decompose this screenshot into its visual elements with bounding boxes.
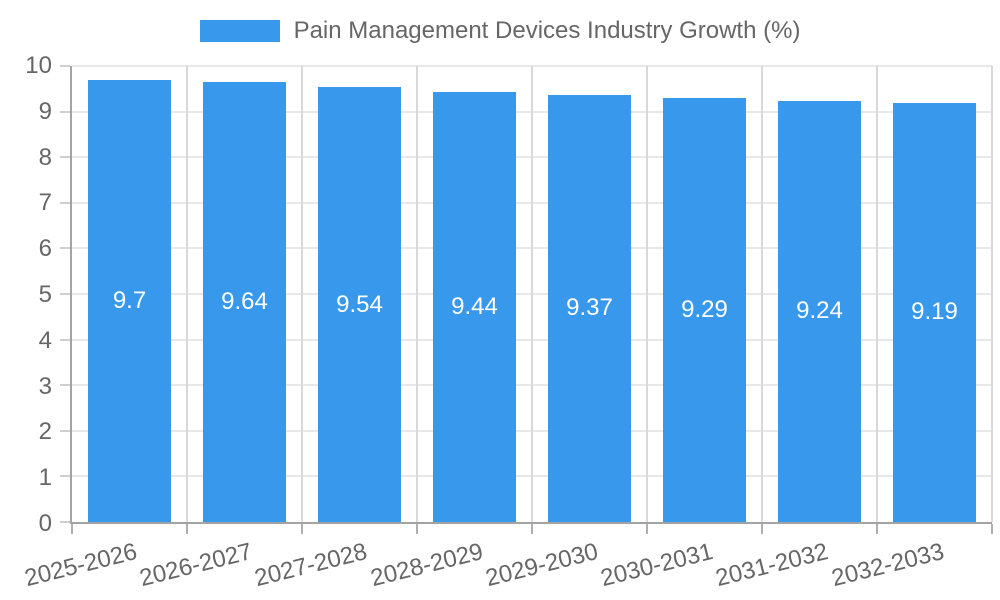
x-tick-mark bbox=[416, 524, 418, 534]
y-tick-mark bbox=[60, 110, 70, 113]
y-tick-label: 10 bbox=[25, 52, 52, 79]
x-tick-mark bbox=[876, 524, 878, 534]
bar bbox=[893, 102, 976, 522]
y-tick-label: 6 bbox=[38, 235, 52, 263]
legend-swatch-icon bbox=[199, 20, 280, 42]
y-tick-mark bbox=[60, 475, 70, 478]
x-axis-labels: 2025-2026 2026-2027 2027-2028 2028-2029 2029… bbox=[22, 538, 992, 600]
y-tick-label: 9 bbox=[38, 97, 52, 125]
x-tick-label: 2027-2028 bbox=[252, 538, 371, 593]
y-tick-mark bbox=[60, 338, 70, 341]
bar bbox=[88, 79, 171, 522]
y-tick-mark bbox=[60, 521, 70, 523]
x-tick-mark bbox=[531, 524, 533, 534]
x-gridline bbox=[301, 66, 303, 522]
bar bbox=[203, 82, 286, 522]
x-gridline bbox=[416, 66, 418, 522]
bar-value-label: 9.64 bbox=[221, 288, 268, 316]
x-tick-label: 2030-2031 bbox=[598, 538, 716, 593]
x-tick-mark bbox=[301, 524, 303, 534]
x-tick-label: 2031-2032 bbox=[713, 538, 832, 593]
x-gridline bbox=[186, 66, 188, 522]
bar-value-label: 9.44 bbox=[451, 292, 498, 320]
x-tick-label: 2029-2030 bbox=[482, 538, 601, 593]
y-tick-label: 8 bbox=[38, 143, 52, 171]
y-tick-label: 7 bbox=[38, 189, 52, 217]
bar bbox=[778, 100, 861, 522]
y-tick-mark bbox=[60, 65, 70, 67]
bar-value-label: 9.37 bbox=[566, 294, 613, 322]
y-tick-label: 4 bbox=[38, 326, 52, 354]
y-tick-label: 2 bbox=[38, 418, 52, 446]
x-gridline bbox=[876, 66, 878, 522]
y-tick-mark bbox=[60, 247, 70, 250]
x-gridline bbox=[991, 66, 993, 522]
y-axis-labels: 0 1 2 3 4 5 6 7 8 9 10 bbox=[0, 54, 52, 536]
bar bbox=[663, 98, 746, 522]
y-tick-mark bbox=[60, 384, 70, 387]
y-tick-mark bbox=[60, 429, 70, 432]
x-tick-label: 2025-2026 bbox=[21, 538, 140, 593]
legend-label: Pain Management Devices Industry Growth … bbox=[293, 16, 801, 44]
y-tick-mark bbox=[60, 156, 70, 159]
x-tick-label: 2032-2033 bbox=[828, 538, 947, 593]
bar bbox=[548, 94, 631, 522]
x-gridline bbox=[761, 66, 763, 522]
y-tick-label: 1 bbox=[38, 464, 52, 492]
bar-value-label: 9.54 bbox=[336, 290, 383, 318]
bar-value-label: 9.29 bbox=[681, 296, 728, 324]
bar bbox=[318, 86, 401, 522]
y-tick-label: 3 bbox=[38, 372, 52, 400]
bar-value-label: 9.7 bbox=[112, 286, 147, 314]
x-tick-mark bbox=[646, 524, 648, 534]
y-tick-label: 0 bbox=[38, 510, 52, 537]
x-tick-mark bbox=[71, 524, 73, 534]
x-tick-label: 2028-2029 bbox=[367, 538, 486, 593]
chart-legend[interactable]: Pain Management Devices Industry Growth … bbox=[0, 14, 1000, 48]
bar-value-label: 9.19 bbox=[911, 298, 958, 326]
y-tick-mark bbox=[60, 293, 70, 295]
x-tick-mark bbox=[991, 524, 993, 534]
y-tick-mark bbox=[60, 201, 70, 204]
x-gridline bbox=[531, 66, 533, 522]
plot-area: 9.7 9.64 9.54 9.44 9.37 9.29 9.24 9.19 bbox=[60, 65, 993, 534]
y-tick-label: 5 bbox=[38, 281, 52, 308]
x-tick-mark bbox=[761, 524, 763, 534]
x-tick-label: 2026-2027 bbox=[137, 538, 255, 593]
bar-value-label: 9.24 bbox=[796, 297, 843, 325]
bar bbox=[433, 91, 516, 522]
x-tick-mark bbox=[186, 524, 188, 534]
x-gridline bbox=[646, 66, 648, 522]
